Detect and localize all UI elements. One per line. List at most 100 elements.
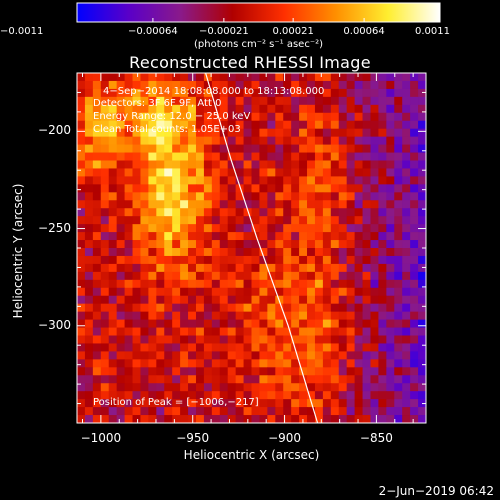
heatmap-cell [291, 319, 300, 328]
heatmap-cell [322, 327, 332, 336]
heatmap-cell [299, 240, 308, 249]
heatmap-cell [124, 176, 133, 185]
heatmap-cell [251, 359, 260, 368]
heatmap-cell [156, 327, 165, 336]
x-axis-label: Heliocentric X (arcsec) [183, 448, 320, 462]
heatmap-cell [354, 128, 363, 138]
heatmap-cell [378, 224, 387, 233]
heatmap-cell [180, 375, 189, 384]
heatmap-cell [251, 375, 260, 384]
heatmap-cell [172, 263, 181, 273]
heatmap-cell [386, 279, 395, 289]
heatmap-cell [275, 152, 284, 161]
heatmap-cell [354, 168, 363, 177]
heatmap-cell [180, 303, 189, 313]
heatmap-cell [299, 144, 308, 153]
heatmap-cell [418, 176, 427, 185]
heatmap-cell [370, 391, 379, 400]
heatmap-cell [116, 96, 125, 106]
heatmap-cell [227, 104, 237, 114]
heatmap-cell [164, 303, 173, 313]
heatmap-cell [195, 104, 205, 114]
heatmap-cell [275, 351, 284, 360]
heatmap-cell [164, 248, 173, 257]
heatmap-cell [195, 383, 205, 392]
heatmap-cell [77, 80, 86, 90]
heatmap-cell [378, 351, 387, 360]
heatmap-cell [267, 391, 276, 400]
heatmap-cell [354, 263, 363, 273]
heatmap-cell [132, 271, 141, 281]
heatmap-cell [195, 399, 205, 408]
heatmap-cell [84, 128, 94, 138]
heatmap-cell [370, 88, 379, 98]
heatmap-cell [267, 399, 276, 408]
heatmap-cell [314, 319, 324, 328]
heatmap-cell [124, 168, 133, 177]
heatmap-cell [219, 295, 229, 305]
heatmap-cell [346, 144, 356, 153]
heatmap-cell [291, 415, 300, 424]
heatmap-cell [370, 120, 379, 130]
heatmap-cell [275, 311, 284, 320]
heatmap-cell [211, 112, 221, 122]
heatmap-cell [362, 415, 371, 424]
heatmap-cell [211, 80, 221, 90]
heatmap-cell [314, 184, 324, 193]
heatmap-cell [124, 232, 133, 241]
heatmap-cell [84, 216, 94, 225]
heatmap-cell [362, 343, 371, 352]
heatmap-cell [259, 128, 268, 138]
heatmap-cell [172, 335, 181, 344]
heatmap-cell [362, 375, 371, 384]
heatmap-cell [338, 112, 348, 122]
heatmap-cell [172, 287, 181, 297]
heatmap-cell [322, 263, 332, 273]
heatmap-cell [291, 383, 300, 392]
heatmap-cell [394, 96, 403, 106]
heatmap-cell [140, 399, 149, 408]
heatmap-cell [314, 311, 324, 320]
heatmap-cell [108, 279, 118, 289]
heatmap-cell [370, 160, 379, 169]
heatmap-cell [203, 399, 213, 408]
heatmap-cell [116, 279, 125, 289]
heatmap-cell [314, 383, 324, 392]
heatmap-cell [148, 120, 157, 130]
heatmap-cell [92, 88, 102, 98]
heatmap-cell [156, 295, 165, 305]
heatmap-cell [164, 407, 173, 416]
heatmap-cell [307, 104, 316, 114]
heatmap-cell [188, 391, 197, 400]
heatmap-cell [259, 375, 268, 384]
heatmap-cell [219, 367, 229, 376]
heatmap-cell [394, 232, 403, 241]
heatmap-cell [378, 383, 387, 392]
heatmap-cell [386, 168, 395, 177]
heatmap-cell [124, 112, 133, 122]
heatmap-cell [370, 279, 379, 289]
heatmap-cell [132, 303, 141, 313]
heatmap-cell [140, 88, 149, 98]
heatmap-cell [195, 351, 205, 360]
heatmap-cell [299, 359, 308, 368]
heatmap-cell [402, 367, 411, 376]
heatmap-cell [418, 208, 427, 217]
heatmap-cell [180, 271, 189, 281]
heatmap-cell [140, 104, 149, 114]
heatmap-cell [330, 391, 340, 400]
heatmap-cell [132, 287, 141, 297]
heatmap-cell [362, 120, 371, 130]
heatmap-cell [219, 80, 229, 90]
heatmap-cell [140, 240, 149, 249]
heatmap-cell [108, 367, 118, 376]
heatmap-cell [100, 216, 110, 225]
heatmap-cell [354, 224, 363, 233]
heatmap-cell [140, 80, 149, 90]
heatmap-cell [418, 168, 427, 177]
heatmap-cell [259, 399, 268, 408]
heatmap-cell [251, 104, 260, 114]
heatmap-cell [132, 80, 141, 90]
heatmap-cell [116, 303, 125, 313]
heatmap-cell [283, 255, 292, 265]
